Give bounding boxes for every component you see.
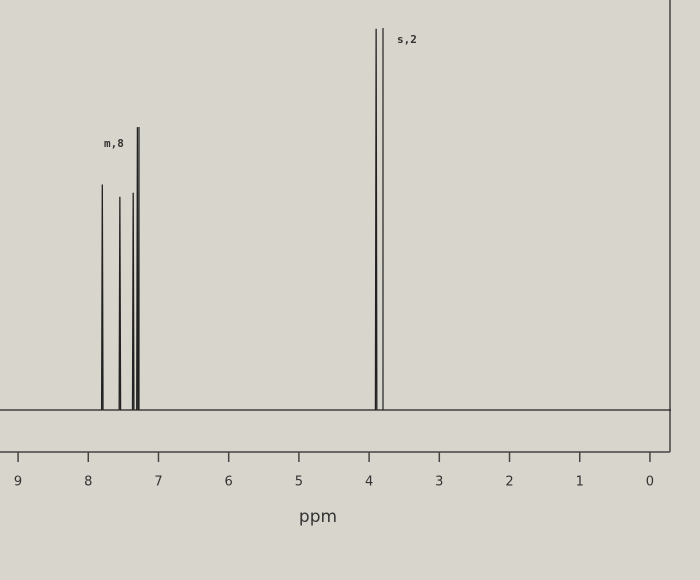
x-tick-label: 2 xyxy=(505,475,513,490)
annotation: m,8 xyxy=(104,137,124,150)
x-tick-label: 0 xyxy=(646,475,654,490)
annotation: s,2 xyxy=(397,33,417,46)
x-tick-label: 8 xyxy=(84,475,92,490)
x-tick-label: 1 xyxy=(576,475,584,490)
x-axis-label: ppm xyxy=(299,507,337,527)
spectrum-line xyxy=(0,28,671,411)
x-tick-label: 5 xyxy=(295,475,303,490)
x-tick-label: 7 xyxy=(154,475,162,490)
x-tick-label: 6 xyxy=(225,475,233,490)
x-tick-label: 4 xyxy=(365,475,373,490)
x-tick-label: 3 xyxy=(435,475,443,490)
x-tick-label: 9 xyxy=(14,475,22,490)
